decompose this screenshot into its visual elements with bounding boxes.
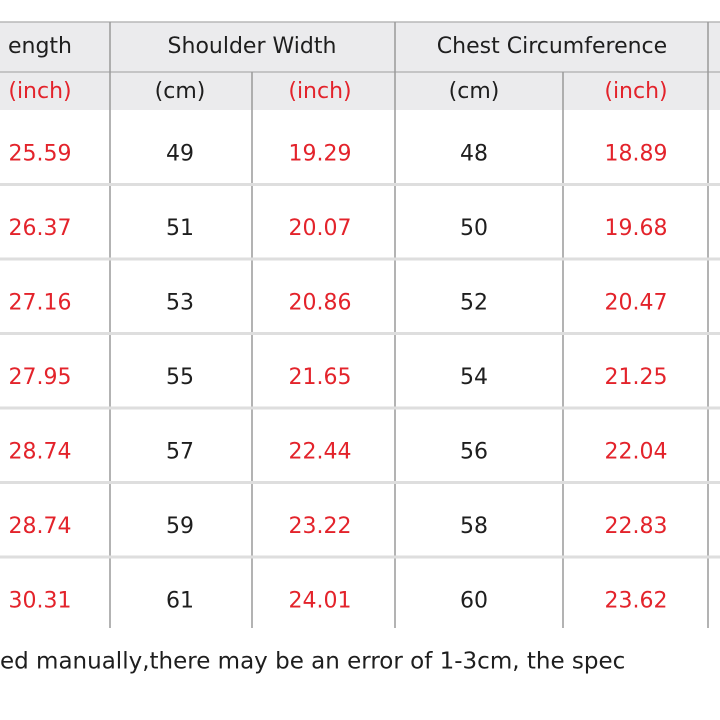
group-header: Chest Circumference — [437, 34, 667, 59]
cell: 23.22 — [289, 514, 352, 539]
cell: 21.65 — [289, 365, 352, 390]
cell: 22.44 — [289, 440, 352, 465]
cell: 21.25 — [605, 365, 668, 390]
cell: 28.74 — [9, 440, 72, 465]
unit-header: (cm) — [449, 79, 500, 104]
cell: 52 — [460, 291, 488, 316]
note: ed manually,there may be an error of 1-3… — [0, 649, 625, 675]
cell: 49 — [166, 142, 194, 167]
cell: 20.86 — [289, 291, 352, 316]
cell: 53 — [166, 291, 194, 316]
cell: 19.29 — [289, 142, 352, 167]
group-header: ength — [8, 34, 72, 59]
cell: 56 — [460, 440, 488, 465]
cell: 50 — [460, 216, 488, 241]
cell: 27.95 — [9, 365, 72, 390]
cell: 22.83 — [605, 514, 668, 539]
header-background — [0, 22, 720, 110]
cell: 19.68 — [605, 216, 668, 241]
unit-header: (inch) — [604, 79, 667, 104]
cell: 18.89 — [605, 142, 668, 167]
cell: 24.01 — [289, 589, 352, 614]
cell: 20.07 — [289, 216, 352, 241]
cell: 51 — [166, 216, 194, 241]
cell: 26.37 — [9, 216, 72, 241]
cell: 27.16 — [9, 291, 72, 316]
cell: 58 — [460, 514, 488, 539]
unit-header: (inch) — [288, 79, 351, 104]
unit-header: (inch) — [8, 79, 71, 104]
cell: 59 — [166, 514, 194, 539]
group-header: Shoulder Width — [168, 34, 337, 59]
cell: 48 — [460, 142, 488, 167]
cell: 20.47 — [605, 291, 668, 316]
cell: 28.74 — [9, 514, 72, 539]
cell: 60 — [460, 589, 488, 614]
unit-header: (cm) — [155, 79, 206, 104]
cell: 55 — [166, 365, 194, 390]
cell: 57 — [166, 440, 194, 465]
cell: 30.31 — [9, 589, 72, 614]
cell: 22.04 — [605, 440, 668, 465]
cell: 54 — [460, 365, 488, 390]
cell: 23.62 — [605, 589, 668, 614]
cell: 61 — [166, 589, 194, 614]
cell: 25.59 — [9, 142, 72, 167]
